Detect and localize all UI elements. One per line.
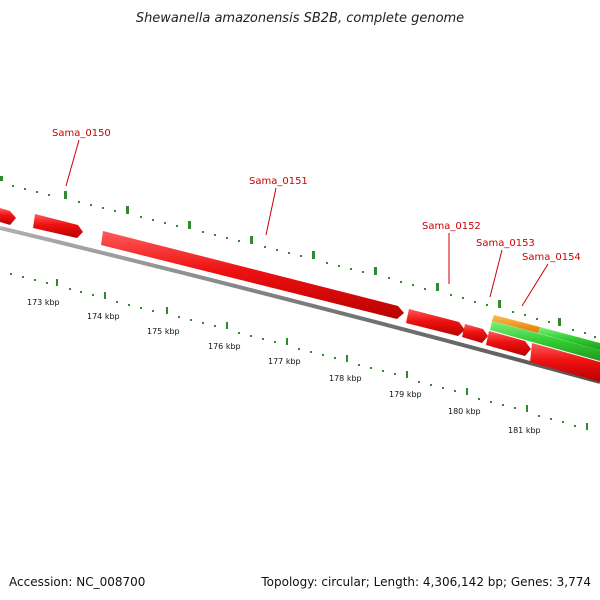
gene-arrow-sama-0151[interactable] <box>101 231 404 319</box>
accession-text: Accession: NC_008700 <box>9 575 145 589</box>
kbp-label: 177 kbp <box>268 357 301 366</box>
kbp-scale-track <box>10 273 588 430</box>
gene-label[interactable]: Sama_0150 <box>52 128 111 139</box>
gene-arrow-sama-0154[interactable] <box>486 331 531 356</box>
gene-labels: Sama_0150 Sama_0151 Sama_0152 Sama_0153 … <box>52 128 581 263</box>
gene-label[interactable]: Sama_0153 <box>476 238 535 249</box>
kbp-label: 176 kbp <box>208 342 241 351</box>
kbp-label: 175 kbp <box>147 327 180 336</box>
kbp-label: 173 kbp <box>27 298 60 307</box>
kbp-label: 180 kbp <box>448 407 481 416</box>
rna-feature-orange[interactable] <box>492 315 540 333</box>
kbp-label: 179 kbp <box>389 390 422 399</box>
gene-label[interactable]: Sama_0152 <box>422 221 481 232</box>
kbp-labels: 173 kbp 174 kbp 175 kbp 176 kbp 177 kbp … <box>27 298 541 435</box>
kbp-label: 174 kbp <box>87 312 120 321</box>
gene-arrow-sama-0150[interactable] <box>33 214 83 238</box>
topology-text: Topology: circular; Length: 4,306,142 bp… <box>260 575 591 589</box>
gene-label[interactable]: Sama_0154 <box>522 252 581 263</box>
gene-arrow-left-partial[interactable] <box>0 208 16 225</box>
rna-track <box>490 315 600 361</box>
gene-track <box>0 208 600 382</box>
gene-label[interactable]: Sama_0151 <box>249 176 308 187</box>
rna-feature-green-lower[interactable] <box>490 321 600 361</box>
rna-feature-green-upper[interactable] <box>538 327 600 350</box>
gene-arrow-sama-0152[interactable] <box>406 309 465 336</box>
outer-tick-track <box>0 176 596 338</box>
gene-label-leaders <box>65 139 549 307</box>
gene-arrow-right-partial[interactable] <box>530 343 600 382</box>
genome-backbone <box>0 226 600 384</box>
kbp-label: 178 kbp <box>329 374 362 383</box>
kbp-label: 181 kbp <box>508 426 541 435</box>
map-title: Shewanella amazonensis SB2B, complete ge… <box>136 11 464 26</box>
gene-arrow-sama-0153[interactable] <box>462 324 488 343</box>
